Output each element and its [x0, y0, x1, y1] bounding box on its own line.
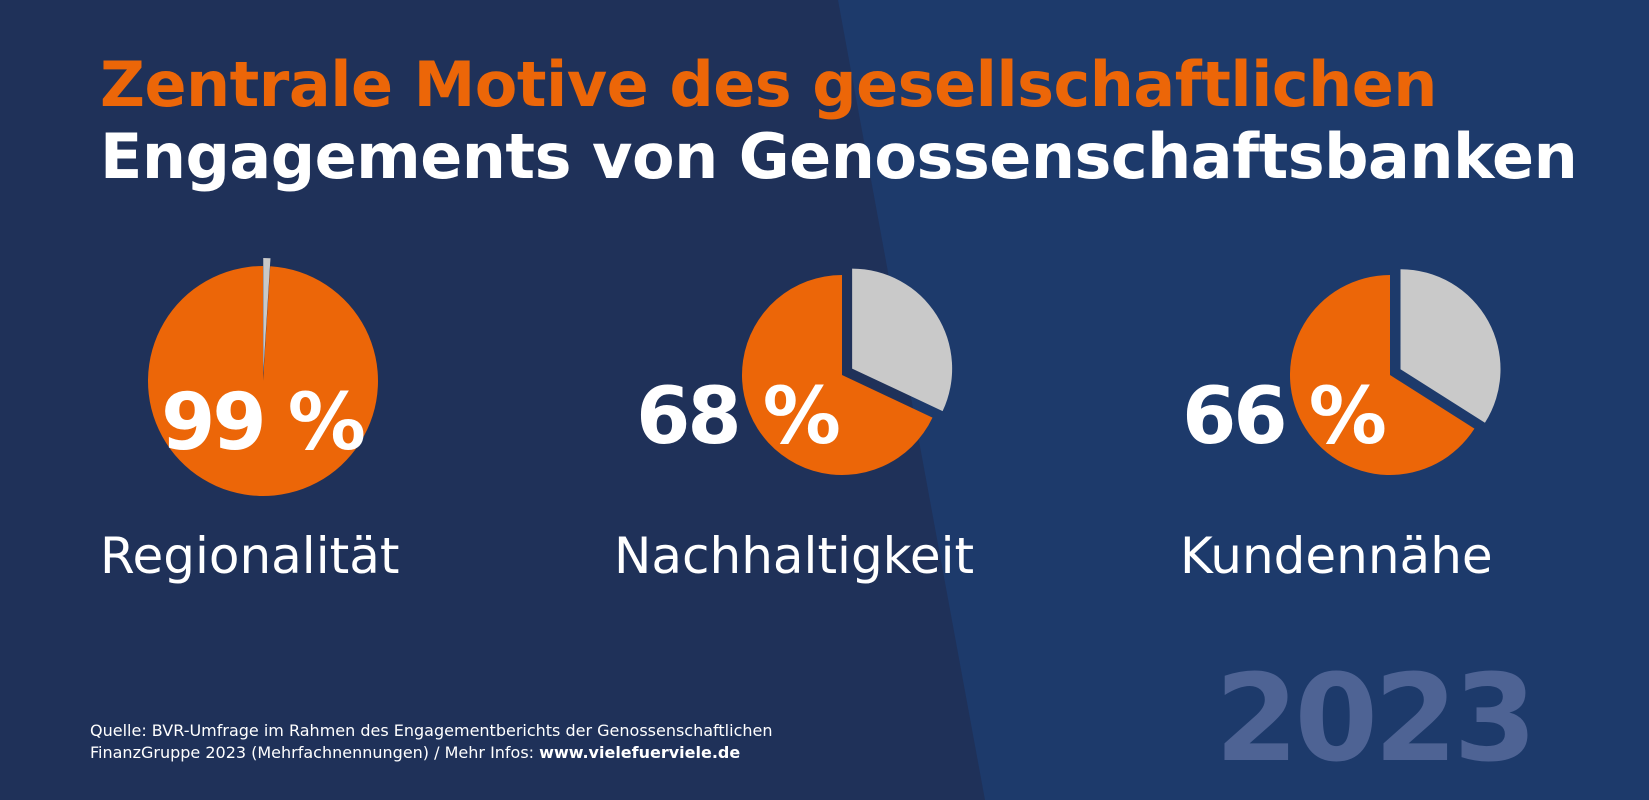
- title-line-1: Zentrale Motive des gesellschaftlichen: [100, 48, 1437, 121]
- category-label-kundennähe: Kundennähe: [1180, 527, 1493, 585]
- percent-label-regionalität: 99 %: [161, 378, 364, 468]
- pie-slice-nachhaltigkeit: [742, 275, 933, 475]
- source-line-2: FinanzGruppe 2023 (Mehrfachnennungen) / …: [90, 743, 540, 762]
- year-label: 2023: [1215, 650, 1537, 789]
- source-line-1: Quelle: BVR-Umfrage im Rahmen des Engage…: [90, 721, 773, 740]
- category-label-nachhaltigkeit: Nachhaltigkeit: [614, 527, 974, 585]
- pie-slice-rest-regionalität: [263, 258, 271, 374]
- source-note: Quelle: BVR-Umfrage im Rahmen des Engage…: [90, 720, 772, 764]
- title-line-2: Engagements von Genossenschaftsbanken: [100, 120, 1578, 193]
- percent-label-nachhaltigkeit: 68 %: [636, 372, 839, 462]
- pie-slice-regionalität: [147, 266, 378, 497]
- pie-slice-kundennähe: [1289, 275, 1475, 476]
- pie-slice-rest-nachhaltigkeit: [852, 268, 953, 412]
- percent-label-kundennähe: 66 %: [1182, 372, 1385, 462]
- pie-slice-rest-kundennähe: [1400, 269, 1501, 423]
- category-label-regionalität: Regionalität: [100, 527, 399, 585]
- source-link[interactable]: www.vielefuerviele.de: [539, 743, 741, 762]
